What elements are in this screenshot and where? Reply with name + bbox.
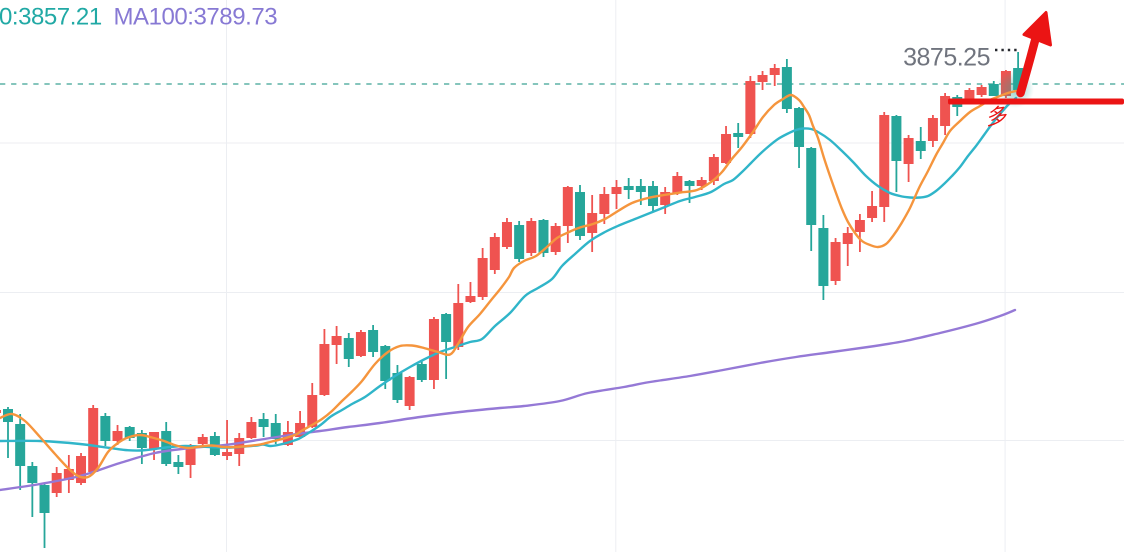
svg-text:MA100:3789.73: MA100:3789.73 [114, 4, 278, 31]
svg-text:3875.25: 3875.25 [903, 44, 990, 72]
svg-text:0:3857.21: 0:3857.21 [0, 4, 102, 31]
svg-text:多: 多 [984, 104, 1009, 130]
